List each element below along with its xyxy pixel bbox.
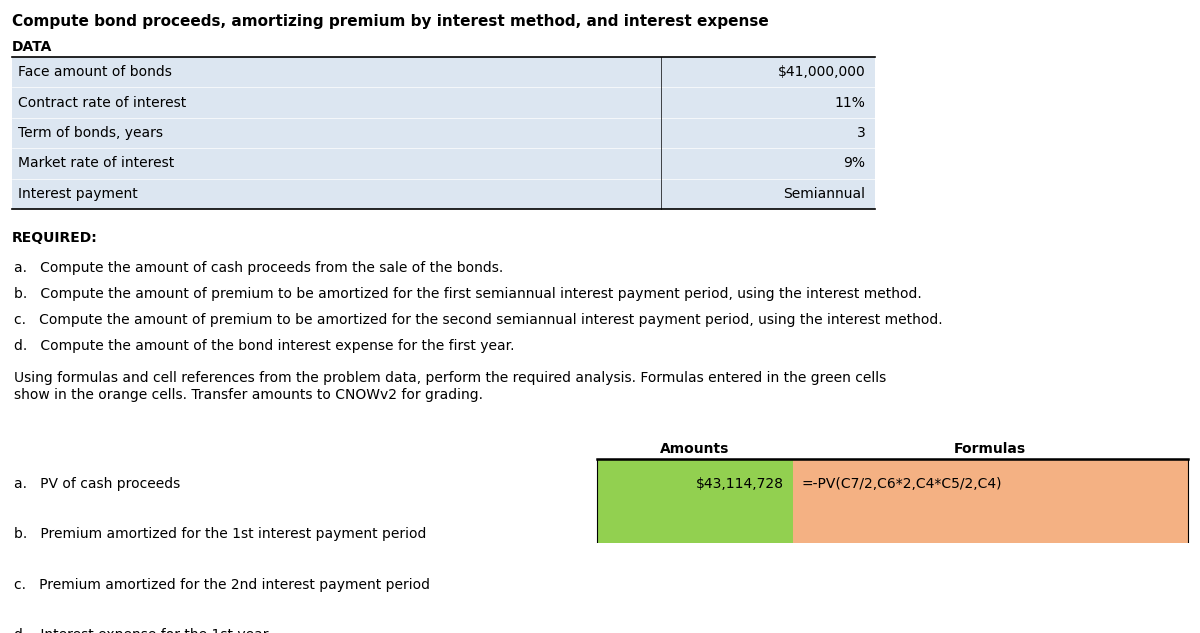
Text: 11%: 11%: [834, 96, 865, 110]
Text: d.   Interest expense for the 1st year: d. Interest expense for the 1st year: [14, 629, 269, 633]
Text: $41,000,000: $41,000,000: [778, 65, 865, 79]
Text: 3: 3: [857, 126, 865, 140]
Text: Interest payment: Interest payment: [18, 187, 138, 201]
Text: Formulas: Formulas: [954, 442, 1026, 456]
Text: a.   Compute the amount of cash proceeds from the sale of the bonds.: a. Compute the amount of cash proceeds f…: [14, 261, 504, 275]
Text: c.   Compute the amount of premium to be amortized for the second semiannual int: c. Compute the amount of premium to be a…: [14, 313, 943, 327]
Text: =-PV(C7/2,C6*2,C4*C5/2,C4): =-PV(C7/2,C6*2,C4*C5/2,C4): [802, 477, 1002, 491]
FancyBboxPatch shape: [793, 459, 1188, 633]
Text: Semiannual: Semiannual: [784, 187, 865, 201]
FancyBboxPatch shape: [598, 459, 793, 633]
Text: DATA: DATA: [12, 41, 53, 54]
Text: Face amount of bonds: Face amount of bonds: [18, 65, 172, 79]
Text: a.   PV of cash proceeds: a. PV of cash proceeds: [14, 477, 180, 491]
Text: Term of bonds, years: Term of bonds, years: [18, 126, 163, 140]
Text: d.   Compute the amount of the bond interest expense for the first year.: d. Compute the amount of the bond intere…: [14, 339, 515, 353]
Text: 9%: 9%: [844, 156, 865, 170]
Text: b.   Compute the amount of premium to be amortized for the first semiannual inte: b. Compute the amount of premium to be a…: [14, 287, 922, 301]
Text: Market rate of interest: Market rate of interest: [18, 156, 174, 170]
FancyBboxPatch shape: [12, 57, 875, 209]
Text: Amounts: Amounts: [660, 442, 730, 456]
Text: c.   Premium amortized for the 2nd interest payment period: c. Premium amortized for the 2nd interes…: [14, 578, 431, 592]
Text: Contract rate of interest: Contract rate of interest: [18, 96, 186, 110]
Text: b.   Premium amortized for the 1st interest payment period: b. Premium amortized for the 1st interes…: [14, 527, 427, 541]
Text: REQUIRED:: REQUIRED:: [12, 231, 97, 245]
Text: $43,114,728: $43,114,728: [696, 477, 785, 491]
Text: Compute bond proceeds, amortizing premium by interest method, and interest expen: Compute bond proceeds, amortizing premiu…: [12, 13, 769, 28]
Text: Using formulas and cell references from the problem data, perform the required a: Using formulas and cell references from …: [14, 372, 887, 401]
